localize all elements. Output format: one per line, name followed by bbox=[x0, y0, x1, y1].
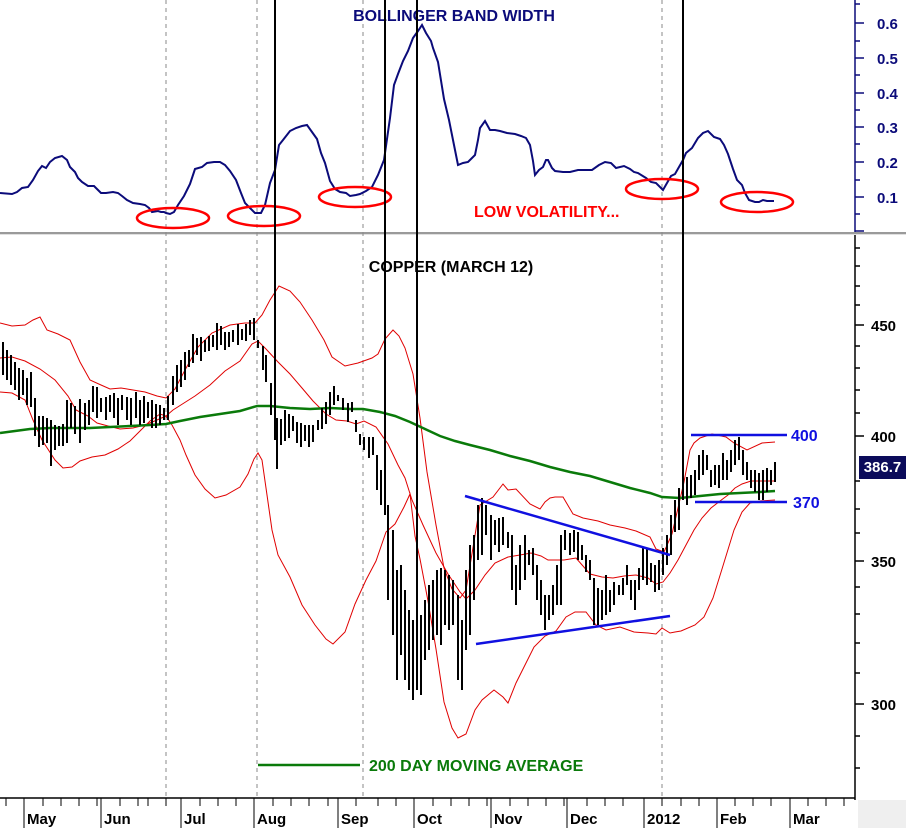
x-axis-ticks bbox=[5, 798, 845, 828]
svg-text:Dec: Dec bbox=[570, 811, 598, 828]
svg-text:Oct: Oct bbox=[417, 811, 442, 828]
svg-text:Aug: Aug bbox=[257, 811, 286, 828]
svg-text:Jun: Jun bbox=[104, 811, 131, 828]
svg-text:Feb: Feb bbox=[720, 811, 747, 828]
gridlines bbox=[165, 0, 663, 798]
low-volatility-ellipse-jan bbox=[624, 177, 700, 201]
panel-separator bbox=[0, 232, 906, 234]
x-axis-month-labels: May Jun Jul Aug Sep Oct Nov Dec 2012 Feb… bbox=[27, 811, 820, 828]
svg-text:May: May bbox=[27, 811, 57, 828]
low-volatility-ellipse-feb bbox=[719, 190, 795, 214]
price-bars bbox=[2, 0, 776, 700]
svg-text:450: 450 bbox=[871, 318, 896, 335]
price-y-tick-labels: 450 400 350 300 bbox=[871, 318, 896, 714]
svg-text:0.6: 0.6 bbox=[877, 16, 898, 33]
ma200-line bbox=[0, 404, 776, 500]
low-volatility-ellipses bbox=[135, 177, 795, 230]
middle-band bbox=[0, 340, 775, 600]
svg-text:Sep: Sep bbox=[341, 811, 369, 828]
svg-text:0.5: 0.5 bbox=[877, 51, 898, 68]
bbw-title: BOLLINGER BAND WIDTH bbox=[353, 8, 555, 25]
svg-text:0.2: 0.2 bbox=[877, 155, 898, 172]
svg-text:400: 400 bbox=[871, 429, 896, 446]
svg-text:0.3: 0.3 bbox=[877, 120, 898, 137]
low-volatility-ellipse-aug bbox=[226, 204, 302, 228]
resistance-label: 400 bbox=[791, 428, 818, 445]
ma200-legend-label: 200 DAY MOVING AVERAGE bbox=[369, 758, 584, 775]
svg-text:Jul: Jul bbox=[184, 811, 206, 828]
svg-text:2012: 2012 bbox=[647, 811, 680, 828]
low-volatility-ellipse-sep bbox=[317, 185, 393, 209]
svg-text:300: 300 bbox=[871, 697, 896, 714]
svg-text:0.1: 0.1 bbox=[877, 190, 898, 207]
svg-text:0.4: 0.4 bbox=[877, 86, 899, 103]
trendlines bbox=[464, 433, 787, 646]
bbw-line bbox=[0, 23, 774, 216]
svg-text:Nov: Nov bbox=[494, 811, 523, 828]
low-volatility-label: LOW VOLATILITY... bbox=[474, 204, 619, 221]
low-volatility-ellipse-jun bbox=[135, 206, 211, 230]
upper-band bbox=[0, 285, 776, 599]
svg-text:350: 350 bbox=[871, 554, 896, 571]
descending-trendline bbox=[464, 494, 671, 557]
support-label: 370 bbox=[793, 495, 820, 512]
last-price-tag: 386.7 bbox=[859, 456, 906, 479]
svg-text:Mar: Mar bbox=[793, 811, 820, 828]
bbw-y-tick-labels: 0.6 0.5 0.4 0.3 0.2 0.1 bbox=[877, 16, 899, 207]
price-title: COPPER (MARCH 12) bbox=[369, 259, 533, 276]
axis-corner bbox=[858, 800, 906, 828]
bollinger-bands bbox=[0, 285, 776, 739]
lower-band bbox=[0, 391, 776, 739]
ascending-trendline bbox=[475, 614, 671, 646]
